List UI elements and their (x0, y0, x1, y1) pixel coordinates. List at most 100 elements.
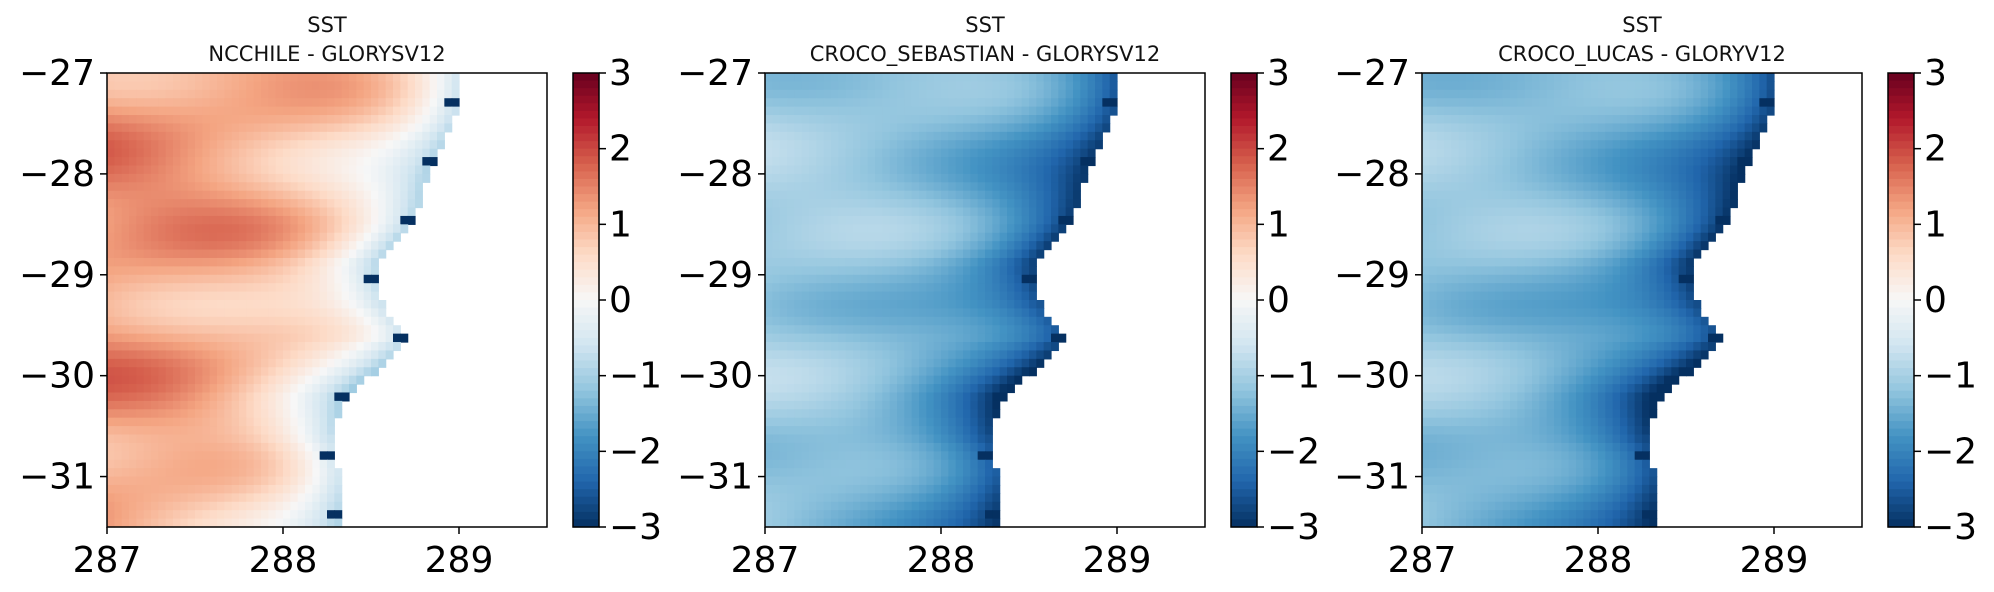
heatmap-cell (955, 207, 964, 217)
heatmap-cell (963, 459, 971, 469)
heatmap-cell (831, 98, 839, 108)
heatmap-cell (816, 325, 825, 335)
heatmap-cell (151, 81, 159, 91)
heatmap-cell (385, 73, 394, 83)
heatmap-cell (787, 392, 795, 402)
heatmap-cell (933, 409, 942, 419)
heatmap-cell (231, 417, 240, 427)
heatmap-cell (838, 73, 847, 83)
heatmap-cell (253, 291, 262, 301)
heatmap-cell (1043, 73, 1052, 83)
heatmap-cell (831, 384, 839, 394)
heatmap-cell (158, 442, 167, 452)
heatmap-cell (933, 257, 942, 267)
heatmap-cell (1598, 157, 1606, 167)
heatmap-cell (143, 333, 152, 343)
heatmap-cell (882, 342, 891, 352)
heatmap-cell (867, 350, 876, 360)
heatmap-cell (897, 283, 905, 293)
heatmap-cell (224, 173, 233, 183)
heatmap-cell (319, 342, 328, 352)
heatmap-cell (919, 115, 927, 125)
heatmap-cell (1532, 140, 1540, 150)
heatmap-cell (911, 257, 920, 267)
heatmap-cell (948, 274, 957, 284)
heatmap-cell (853, 342, 861, 352)
heatmap-cell (875, 375, 883, 385)
heatmap-cell (209, 266, 218, 276)
heatmap-cell (283, 207, 291, 217)
heatmap-cell (312, 207, 321, 217)
heatmap-cell (1065, 123, 1074, 133)
heatmap-cell (239, 392, 247, 402)
heatmap-cell (779, 207, 788, 217)
heatmap-cell (312, 291, 321, 301)
heatmap-cell (765, 165, 773, 175)
heatmap-cell (1051, 73, 1059, 83)
heatmap-cell (114, 81, 123, 91)
heatmap-cell (231, 459, 240, 469)
heatmap-cell (823, 434, 832, 444)
heatmap-cell (999, 375, 1008, 385)
heatmap-cell (1429, 131, 1438, 141)
heatmap-cell (136, 451, 145, 461)
heatmap-cell (765, 367, 773, 377)
heatmap-cell (151, 342, 159, 352)
heatmap-cell (1029, 190, 1037, 200)
heatmap-cell (970, 207, 979, 217)
heatmap-cell (1065, 165, 1074, 175)
heatmap-cell (363, 316, 372, 326)
heatmap-cell (371, 325, 379, 335)
heatmap-cell (1429, 123, 1438, 133)
heatmap-cell (1021, 115, 1030, 125)
heatmap-cell (1730, 131, 1738, 141)
heatmap-cell (977, 468, 986, 478)
heatmap-cell (290, 384, 299, 394)
heatmap-cell (838, 199, 847, 209)
heatmap-cell (992, 510, 1001, 520)
heatmap-cell (992, 350, 1001, 360)
heatmap-cell (970, 224, 979, 234)
heatmap-cell (209, 190, 218, 200)
heatmap-cell (195, 190, 203, 200)
heatmap-cell (444, 123, 453, 133)
heatmap-cell (779, 459, 788, 469)
heatmap-cell (794, 283, 803, 293)
heatmap-cell (919, 325, 927, 335)
heatmap-cell (239, 384, 247, 394)
heatmap-cell (1488, 131, 1496, 141)
heatmap-cell (882, 98, 891, 108)
heatmap-cell (1036, 98, 1045, 108)
heatmap-cell (224, 182, 233, 192)
heatmap-cell (970, 173, 979, 183)
heatmap-cell (933, 165, 942, 175)
heatmap-cell (1671, 106, 1680, 116)
heatmap-cell (195, 300, 203, 310)
heatmap-cell (114, 468, 123, 478)
heatmap-cell (1634, 98, 1643, 108)
heatmap-cell (867, 468, 876, 478)
heatmap-cell (926, 451, 935, 461)
heatmap-cell (823, 451, 832, 461)
heatmap-cell (327, 384, 335, 394)
heatmap-cell (356, 173, 365, 183)
heatmap-cell (114, 140, 123, 150)
heatmap-cell (422, 140, 431, 150)
heatmap-cell (268, 400, 277, 410)
heatmap-cell (165, 148, 174, 158)
heatmap-cell (882, 131, 891, 141)
heatmap-cell (831, 459, 839, 469)
heatmap-cell (919, 215, 927, 225)
heatmap-cell (1014, 316, 1023, 326)
heatmap-cell (158, 316, 167, 326)
x-tick-label: 287 (73, 540, 142, 581)
colorbar-segment (1231, 519, 1257, 528)
heatmap-cell (779, 409, 788, 419)
heatmap-cell (787, 157, 795, 167)
heatmap-cell (779, 484, 788, 494)
y-tick-label: −27 (19, 53, 95, 94)
heatmap-cell (217, 510, 225, 520)
heatmap-cell (919, 501, 927, 511)
heatmap-cell (1429, 165, 1438, 175)
heatmap-cell (860, 333, 869, 343)
